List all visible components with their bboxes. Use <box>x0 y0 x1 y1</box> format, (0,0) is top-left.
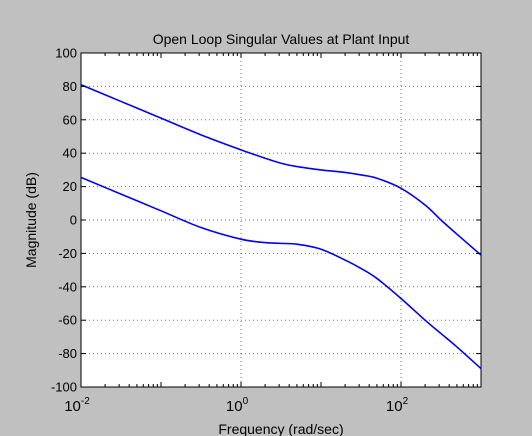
x-axis-label: Frequency (rad/sec) <box>218 421 343 436</box>
y-tick-label: 20 <box>63 179 77 194</box>
y-tick-label: -100 <box>51 380 77 395</box>
y-axis-label: Magnitude (dB) <box>23 172 39 268</box>
y-tick-label: 40 <box>63 146 77 161</box>
y-tick-label: -20 <box>58 246 77 261</box>
grid-lines <box>81 53 481 387</box>
y-tick-labels: 100 80 60 40 20 0 -20 -40 -60 -80 -100 <box>51 46 77 395</box>
y-tick-label: -40 <box>58 279 77 294</box>
series-line-2 <box>80 176 482 370</box>
series-group <box>80 83 482 370</box>
y-tick-label: 100 <box>55 46 77 61</box>
y-tick-label: -80 <box>58 346 77 361</box>
x-tick-label: 100 <box>226 396 249 415</box>
x-tick-label: 102 <box>386 396 409 415</box>
axis-ticks <box>80 52 481 388</box>
x-tick-label: 10-2 <box>64 396 90 415</box>
y-tick-label: -60 <box>58 313 77 328</box>
series-line-1 <box>80 83 482 256</box>
y-tick-label: 80 <box>63 79 77 94</box>
y-tick-label: 0 <box>70 213 77 228</box>
y-tick-label: 60 <box>63 112 77 127</box>
chart-title: Open Loop Singular Values at Plant Input <box>153 31 410 47</box>
x-tick-labels: 10-2 100 102 <box>64 396 408 415</box>
